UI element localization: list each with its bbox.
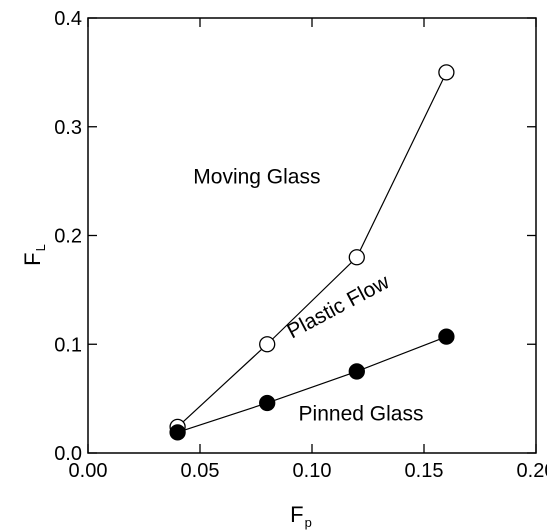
series-line (177, 336, 447, 433)
y-tick-label: 0.0 (54, 443, 82, 465)
open-data-point (438, 64, 455, 81)
x-tick-label: 0.05 (181, 460, 220, 482)
y-tick-label: 0.2 (54, 226, 82, 248)
x-axis-title: Fp (290, 502, 312, 530)
annotation-label: Pinned Glass (299, 402, 424, 425)
x-tick-label: 0.15 (405, 460, 444, 482)
open-data-point (348, 249, 365, 266)
series-line (177, 72, 447, 428)
x-tick-label: 0.20 (517, 460, 547, 482)
filled-data-point (348, 363, 365, 380)
y-tick-label: 0.4 (54, 8, 82, 30)
filled-data-point (169, 424, 186, 441)
y-tick-label: 0.1 (54, 334, 82, 356)
filled-data-point (438, 328, 455, 345)
x-tick-label: 0.00 (69, 460, 108, 482)
filled-data-point (259, 394, 276, 412)
series-1 (169, 64, 455, 436)
axis-titles: Fp FL (20, 244, 312, 530)
annotations: Moving Glass Plastic Flow Pinned Glass (193, 165, 423, 425)
open-data-point (259, 336, 276, 353)
annotation-label: Plastic Flow (283, 270, 393, 343)
annotation-label: Moving Glass (193, 165, 320, 188)
y-axis-title: FL (20, 244, 48, 266)
series-2 (169, 328, 455, 441)
x-tick-label: 0.10 (293, 460, 332, 482)
axis-ticks: 0.00 0.05 0.10 0.15 0.20 0.0 0.1 0.2 0.3 0.4 (54, 8, 547, 482)
series-layer (169, 64, 455, 441)
y-tick-label: 0.3 (54, 117, 82, 139)
